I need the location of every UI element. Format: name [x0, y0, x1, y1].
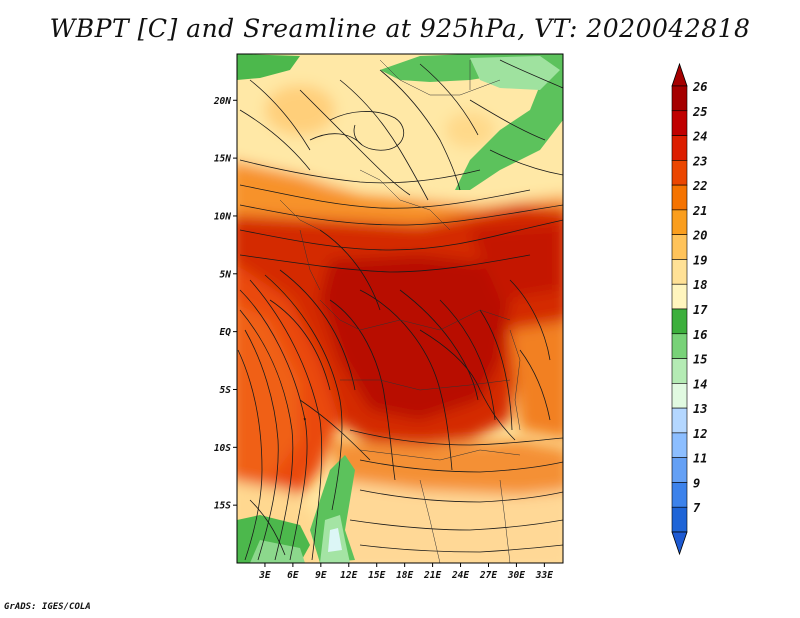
- colorbar-label: 24: [692, 130, 707, 144]
- colorbar-swatch: [671, 333, 688, 359]
- colorbar-label: 13: [693, 402, 707, 416]
- colorbar-label: 14: [693, 377, 707, 391]
- colorbar-swatch: [671, 209, 688, 235]
- streamlines: [237, 59, 563, 561]
- lon-tick-label: 24E: [451, 570, 469, 581]
- colorbar-label: 19: [693, 253, 707, 267]
- lon-tick-label: 30E: [507, 570, 525, 581]
- longitude-axis: 3E 6E 9E 12E 15E 18E 21E 24E 27E 30E 33E: [258, 563, 553, 581]
- colorbar-label: 17: [693, 303, 708, 317]
- lon-tick-label: 27E: [479, 570, 497, 581]
- colorbar-swatch: [671, 160, 688, 186]
- colorbar-label: 18: [693, 278, 707, 292]
- colorbar-swatch: [671, 383, 688, 409]
- colorbar: 26 25 24 23 22 21 20 19 18 17 16 15 14 13 12 11 9 7: [671, 62, 708, 556]
- lon-tick-label: 6E: [287, 570, 299, 581]
- lat-tick-label: 10S: [214, 443, 231, 454]
- lat-tick-label: 5N: [220, 269, 232, 280]
- colorbar-swatch: [671, 135, 688, 161]
- lon-tick-label: 12E: [340, 570, 357, 581]
- lat-tick-label: 15N: [214, 154, 231, 165]
- colorbar-top-arrow: [671, 62, 688, 87]
- colorbar-swatch: [671, 506, 688, 533]
- colorbar-swatch: [671, 308, 688, 335]
- lon-tick-label: 15E: [368, 570, 385, 581]
- lat-tick-label: 5S: [220, 385, 232, 396]
- lon-tick-label: 33E: [535, 570, 553, 581]
- colorbar-label: 12: [693, 427, 707, 441]
- grads-credit: GrADS: IGES/COLA: [4, 602, 91, 612]
- colorbar-label: 23: [692, 154, 707, 168]
- colorbar-swatch: [671, 234, 688, 260]
- colorbar-swatch: [671, 110, 688, 136]
- colorbar-label: 9: [693, 476, 700, 490]
- colorbar-swatch: [671, 259, 688, 285]
- colorbar-swatch: [671, 358, 688, 384]
- lat-tick-label: 10N: [214, 211, 231, 222]
- wbpt-field: [237, 54, 563, 563]
- colorbar-label: 25: [692, 105, 707, 119]
- colorbar-label: 22: [692, 179, 707, 193]
- colorbar-swatch: [671, 432, 688, 458]
- lon-tick-label: 3E: [258, 570, 271, 581]
- colorbar-swatch: [671, 85, 688, 112]
- colorbar-label: 21: [692, 204, 707, 218]
- colorbar-label: 11: [693, 452, 707, 466]
- colorbar-label: 26: [692, 80, 707, 94]
- map-frame: [236, 53, 564, 564]
- colorbar-label: 16: [693, 328, 707, 342]
- colorbar-label: 15: [693, 353, 707, 367]
- chart-title: WBPT [C] and Sreamline at 925hPa, VT: 20…: [49, 14, 751, 43]
- colorbar-swatch: [671, 184, 688, 211]
- lon-tick-label: 9E: [315, 570, 327, 581]
- lon-tick-label: 18E: [396, 570, 413, 581]
- lon-tick-label: 21E: [423, 570, 441, 581]
- colorbar-swatch: [671, 283, 688, 310]
- colorbar-swatch: [671, 457, 688, 483]
- colorbar-bottom-arrow: [671, 531, 688, 556]
- lat-tick-label: 20N: [213, 96, 231, 107]
- colorbar-label: 7: [693, 501, 701, 515]
- colorbar-swatch: [671, 482, 688, 508]
- colorbar-label: 20: [692, 229, 707, 243]
- lat-tick-label: 15S: [214, 501, 231, 512]
- country-borders: [279, 59, 521, 563]
- colorbar-swatch: [671, 407, 688, 434]
- lat-tick-label: EQ: [220, 327, 232, 338]
- latitude-axis: 20N 15N 10N 5N EQ 5S 10S 15S: [213, 96, 237, 512]
